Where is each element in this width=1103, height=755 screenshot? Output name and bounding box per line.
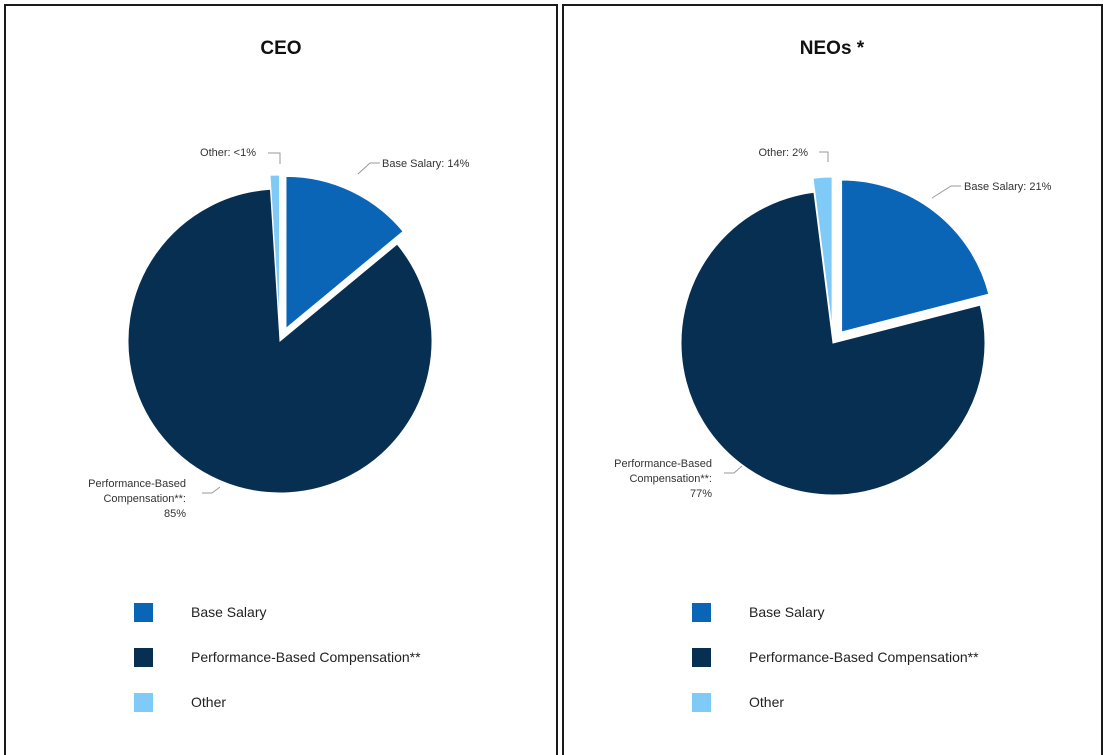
- slice-label-performance-line3: 85%: [164, 508, 186, 520]
- legend-label-base-salary: Base Salary: [191, 604, 267, 620]
- neos-chart-panel: NEOs * Base Salary: 21% Other: 2% Perfor…: [562, 4, 1103, 755]
- leader-line-base-salary: [931, 185, 961, 199]
- leader-line-other: [819, 151, 829, 162]
- legend-swatch-performance: [134, 648, 153, 667]
- slice-label-performance-line1: Performance-Based: [88, 478, 186, 490]
- pie-slice-other: [269, 174, 281, 328]
- slice-label-performance-line2: Compensation**:: [629, 473, 712, 485]
- pie-slice-performance: [680, 191, 986, 496]
- legend-label-other: Other: [191, 694, 227, 710]
- pie-slice-base-salary: [841, 179, 990, 333]
- legend-swatch-base-salary: [692, 603, 711, 622]
- legend-swatch-performance: [692, 648, 711, 667]
- slice-label-performance-line1: Performance-Based: [614, 458, 712, 470]
- legend-swatch-other: [134, 693, 153, 712]
- pie-slice-performance: [127, 188, 433, 494]
- pie-slice-base-salary: [285, 175, 404, 330]
- legend-label-base-salary: Base Salary: [749, 604, 825, 620]
- ceo-pie-chart: CEO Base Salary: 14% Other: <1% Performa…: [88, 38, 470, 520]
- slice-label-other: Other: 2%: [758, 147, 808, 159]
- slice-label-performance-line3: 77%: [690, 488, 712, 500]
- pie-slice-other: [812, 176, 833, 330]
- slice-label-base-salary: Base Salary: 14%: [382, 158, 470, 170]
- legend-swatch-other: [692, 693, 711, 712]
- legend-swatch-base-salary: [134, 603, 153, 622]
- chart-title: CEO: [260, 38, 301, 59]
- ceo-chart-panel: CEO Base Salary: 14% Other: <1% Performa…: [4, 4, 558, 755]
- leader-line-performance: [724, 465, 743, 474]
- leader-line-base-salary: [357, 162, 380, 175]
- neos-pie-chart: NEOs * Base Salary: 21% Other: 2% Perfor…: [614, 38, 1052, 500]
- legend-label-other: Other: [749, 694, 785, 710]
- slice-label-base-salary: Base Salary: 21%: [964, 181, 1052, 193]
- leader-line-performance: [202, 486, 221, 494]
- leader-line-other: [268, 152, 281, 164]
- chart-title: NEOs *: [800, 38, 865, 59]
- slice-label-other: Other: <1%: [200, 147, 256, 159]
- legend-label-performance: Performance-Based Compensation**: [749, 649, 979, 665]
- legend-label-performance: Performance-Based Compensation**: [191, 649, 421, 665]
- slice-label-performance-line2: Compensation**:: [103, 493, 186, 505]
